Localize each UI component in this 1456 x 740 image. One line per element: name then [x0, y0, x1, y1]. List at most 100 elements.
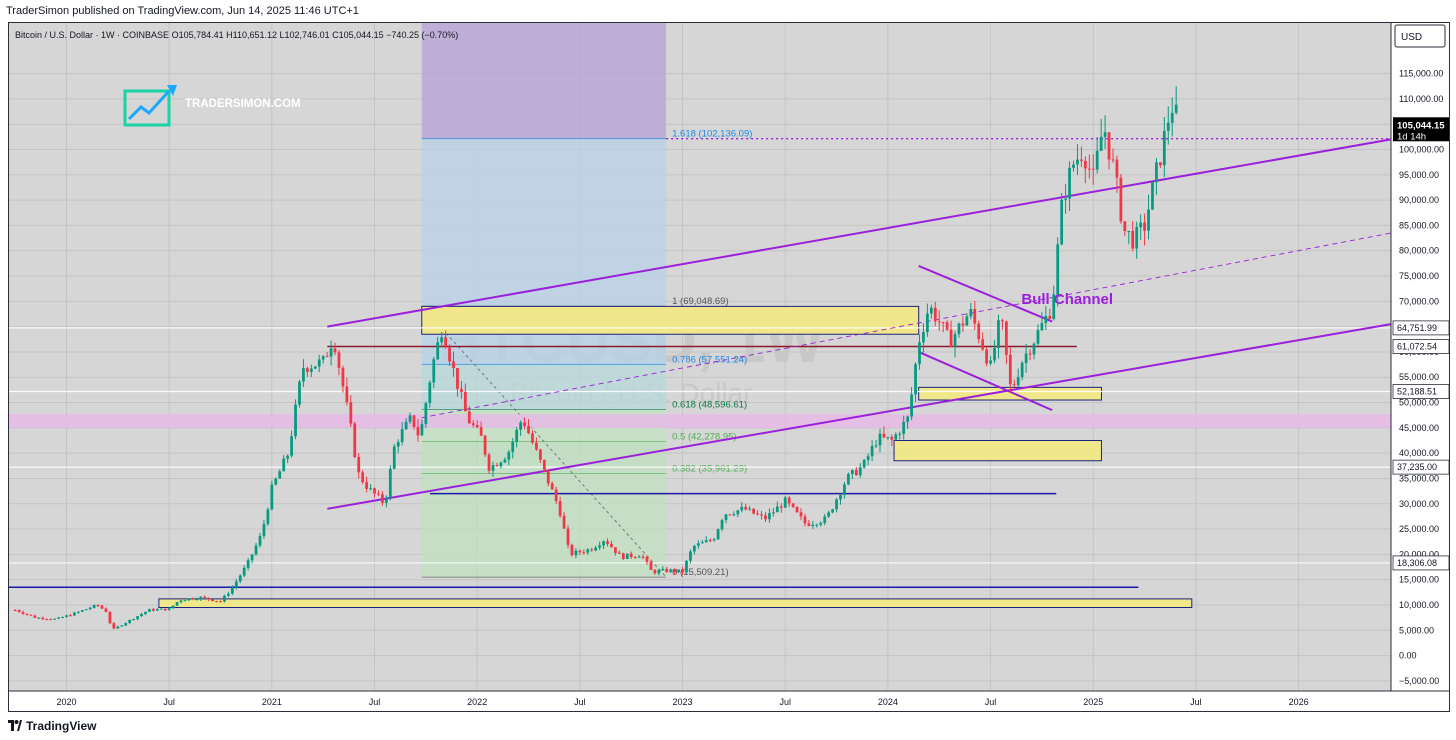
candle-body — [949, 329, 953, 348]
candle-body — [1155, 162, 1158, 183]
price-tick-label: 10,000.00 — [1399, 600, 1439, 610]
candle-body — [720, 520, 724, 530]
candle-body — [151, 609, 155, 611]
candle-body — [1103, 132, 1107, 137]
candle-body — [1127, 231, 1131, 233]
candle-body — [420, 423, 424, 436]
candle-body — [882, 433, 886, 438]
candle-body — [369, 488, 372, 490]
candle-body — [258, 535, 262, 546]
candle-body — [242, 567, 246, 576]
candle-body — [787, 497, 791, 504]
candle-body — [491, 465, 495, 471]
level-tag-label: 52,188.51 — [1397, 386, 1437, 396]
candle-body — [219, 601, 222, 603]
publish-bar: TraderSimon published on TradingView.com… — [0, 0, 1456, 22]
tradersimon-logo: TRADERSIMON.COM — [123, 85, 301, 127]
candle-body — [831, 509, 834, 513]
candle-body — [25, 613, 29, 615]
candle-body — [203, 596, 207, 598]
candle-body — [76, 611, 80, 613]
candle-body — [49, 619, 53, 621]
candle-body — [850, 469, 854, 474]
fib-level-label: 0 (15,509.21) — [672, 567, 729, 578]
candle-body — [621, 553, 625, 559]
candle-body — [771, 512, 775, 514]
yellow-zone — [893, 440, 1102, 462]
candle-body — [961, 323, 965, 326]
candle-body — [602, 541, 605, 546]
candle-body — [357, 457, 361, 473]
time-tick-label: Jul — [779, 697, 791, 707]
candle-body — [41, 617, 45, 619]
current-price-countdown: 1d 14h — [1397, 131, 1426, 142]
candle-body — [246, 560, 250, 568]
candle-body — [878, 433, 882, 446]
candle-body — [148, 609, 151, 612]
candle-body — [535, 442, 538, 450]
candle-body — [195, 599, 199, 601]
price-tick-label: 110,000.00 — [1399, 94, 1443, 104]
candle-body — [349, 402, 353, 424]
candle-body — [918, 342, 921, 365]
price-tick-label: 30,000.00 — [1399, 499, 1439, 509]
candle-body — [610, 543, 613, 548]
candle-body — [37, 617, 41, 619]
candle-body — [128, 619, 132, 623]
time-tick-label: 2023 — [673, 697, 693, 707]
logo-text: TRADERSIMON.COM — [185, 98, 301, 110]
candle-body — [835, 499, 838, 510]
time-tick-label: Jul — [574, 697, 586, 707]
candle-body — [827, 512, 831, 517]
candle-body — [791, 503, 795, 507]
candle-body — [495, 465, 499, 467]
candle-body — [1091, 168, 1095, 170]
candle-body — [653, 570, 657, 574]
time-tick-label: 2022 — [467, 697, 487, 707]
candle-body — [278, 471, 282, 479]
candle-body — [586, 549, 590, 553]
candle-body — [558, 501, 562, 516]
price-tick-label: 0.00 — [1399, 651, 1417, 661]
candle-body — [467, 411, 471, 424]
time-axis: 2020 Jul 2021 Jul 2022 Jul 2023 Jul 2024 Jul 2025 J… — [9, 690, 1449, 711]
candle-body — [238, 575, 242, 582]
candle-body — [1095, 150, 1099, 170]
time-axis-bg — [9, 691, 1449, 711]
candle-body — [329, 348, 333, 357]
candle-body — [997, 320, 1000, 349]
candle-body — [483, 435, 487, 455]
candle-body — [163, 608, 167, 611]
candle-body — [1151, 182, 1154, 210]
candle-body — [1147, 209, 1150, 231]
candle-body — [546, 469, 550, 484]
candle-body — [858, 467, 862, 476]
candle-body — [910, 394, 913, 417]
symbol-legend: Bitcoin / U.S. Dollar · 1W · COINBASE O1… — [15, 30, 458, 40]
current-price-tag — [1393, 117, 1449, 142]
candle-body — [416, 426, 420, 436]
price-tick-label: 15,000.00 — [1399, 575, 1439, 585]
candle-body — [669, 569, 673, 572]
candle-body — [898, 433, 902, 435]
candle-body — [1052, 294, 1056, 319]
flag-line — [918, 351, 1053, 412]
candle-body — [424, 403, 428, 424]
flag-line — [918, 264, 1053, 323]
fib-zone — [421, 138, 667, 307]
price-tick-label: −5,000.00 — [1399, 676, 1439, 686]
candle-body — [270, 484, 274, 510]
candle-body — [61, 617, 64, 619]
candle-body — [223, 595, 226, 602]
candle-body — [625, 553, 629, 559]
candle-body — [649, 561, 653, 571]
candle-body — [696, 543, 700, 546]
candle-body — [807, 523, 811, 526]
candle-body — [159, 608, 163, 610]
candle-body — [463, 391, 467, 412]
candle-body — [641, 556, 645, 558]
channel-line — [327, 138, 1392, 328]
candle-body — [902, 421, 906, 434]
